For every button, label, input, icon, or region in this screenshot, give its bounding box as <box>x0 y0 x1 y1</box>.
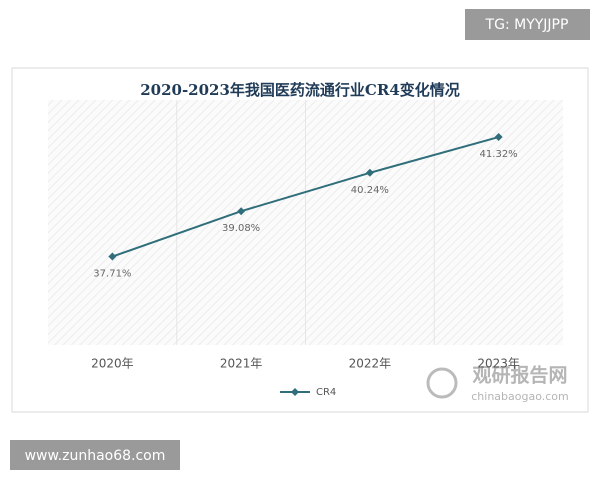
point <box>494 133 503 142</box>
point <box>108 252 117 261</box>
point <box>365 168 374 177</box>
point <box>237 207 246 216</box>
logo-url: chinabaogao.com <box>471 390 569 403</box>
watermark-text: TG: MYYJJPP <box>485 17 569 33</box>
data-label: 39.08% <box>222 223 260 234</box>
logo-icon <box>426 367 458 399</box>
chart: 2020年 2021年 2022年 2023年 37.71% 39.08% 40.24% 41… <box>91 100 520 398</box>
line <box>112 136 499 258</box>
data-label: 37.71% <box>93 269 131 280</box>
chart-title: 2020-2023年我国医药流通行业CR4变化情况 <box>140 81 460 99</box>
x-tick-label: 2021年 <box>220 357 263 371</box>
legend-label: CR4 <box>316 387 336 398</box>
x-tick-label: 2020年 <box>91 357 134 371</box>
x-tick-label: 2022年 <box>349 357 392 371</box>
data-label: 41.32% <box>480 149 518 160</box>
legend-marker <box>291 388 299 396</box>
watermark-text: www.zunhao68.com <box>25 448 166 464</box>
logo-name: 观研报告网 <box>472 364 567 387</box>
x-tick-label: 2023年 <box>477 357 520 371</box>
watermark-box <box>10 440 180 470</box>
watermark-box <box>465 9 590 40</box>
data-label: 40.24% <box>351 185 389 196</box>
